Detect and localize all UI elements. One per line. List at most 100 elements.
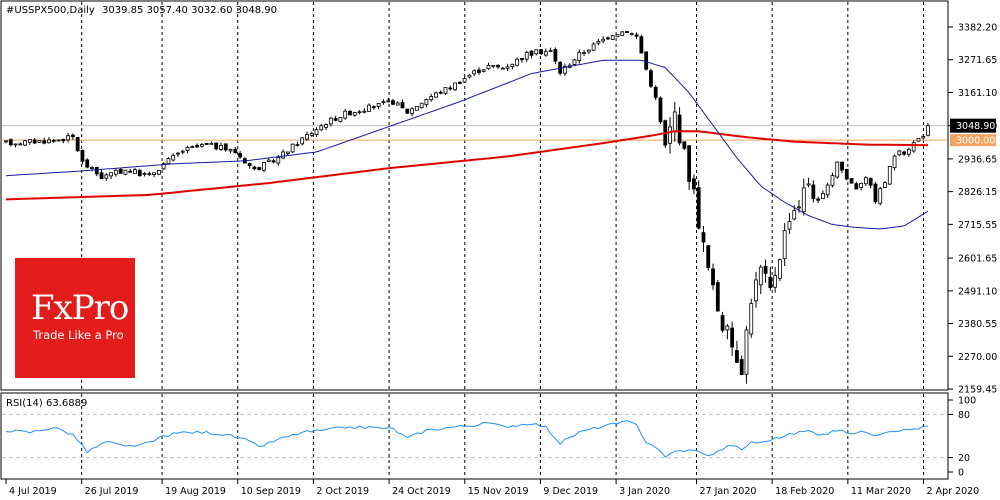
x-tick-label: 24 Oct 2019	[392, 486, 451, 497]
candle-body	[840, 161, 844, 171]
candle-body	[309, 132, 314, 136]
candle-body	[524, 52, 529, 60]
candle-body	[266, 159, 271, 162]
candle-body	[582, 52, 586, 54]
rsi-panel-frame	[0, 392, 949, 480]
candle-body	[352, 112, 357, 116]
candle-body	[715, 282, 720, 312]
last-price-label: 3048.90	[956, 121, 995, 132]
candle-body	[56, 139, 61, 142]
candle-body	[391, 100, 395, 105]
candle-body	[4, 140, 8, 143]
candle-body	[137, 169, 142, 177]
candle-body	[376, 103, 381, 107]
candle-body	[496, 64, 500, 68]
candle-body	[118, 168, 123, 174]
x-tick-label: 2 Apr 2020	[927, 486, 980, 497]
candle-body	[276, 157, 281, 164]
candle-body	[472, 70, 477, 75]
candle-body	[510, 63, 515, 67]
candle-body	[252, 166, 257, 170]
candle-body	[104, 174, 109, 179]
candle-body	[906, 149, 911, 155]
candle-body	[457, 81, 462, 84]
x-tick-label: 26 Jul 2019	[85, 486, 139, 497]
candle-body	[902, 151, 907, 155]
candle-body	[223, 143, 228, 151]
y-tick-label: 2491.10	[958, 286, 997, 297]
candle-body	[696, 187, 701, 229]
candle-body	[80, 149, 85, 162]
candle-body	[835, 161, 840, 178]
price-panel-frame	[0, 0, 949, 391]
candle-body	[778, 259, 782, 279]
candle-body	[500, 67, 505, 70]
candle-body	[921, 136, 926, 139]
candle-body	[166, 158, 171, 164]
candle-body	[381, 101, 386, 104]
candle-body	[362, 110, 367, 113]
price-tags: 3048.90 3000.00	[950, 118, 996, 147]
candle-body	[343, 110, 348, 119]
candle-body	[682, 141, 687, 149]
price-axis: 3382.20 3271.65 3161.10 3048.90 2936.65 2826.…	[948, 23, 997, 396]
ma-fast-line	[5, 59, 929, 230]
candle-body	[692, 178, 696, 190]
candle-body	[70, 134, 75, 138]
candle-body	[821, 193, 825, 200]
candle-body	[357, 111, 362, 114]
candle-body	[739, 359, 744, 375]
candle-body	[873, 183, 878, 203]
candle-body	[133, 169, 137, 174]
candle-body	[171, 154, 176, 161]
candle-body	[677, 114, 682, 144]
candle-body	[281, 151, 285, 159]
candle-body	[262, 162, 266, 171]
candle-body	[553, 49, 558, 62]
candle-body	[672, 111, 677, 133]
y-tick-label: 2270.00	[958, 352, 997, 363]
candle-body	[161, 163, 166, 170]
candle-body	[85, 159, 90, 168]
candle-body	[438, 91, 443, 94]
candle-body	[429, 96, 434, 101]
candle-body	[543, 51, 548, 56]
candle-body	[515, 58, 520, 66]
candle-body	[768, 276, 773, 288]
candle-body	[13, 143, 18, 146]
candle-body	[730, 327, 735, 348]
candle-body	[90, 167, 94, 169]
candle-body	[314, 129, 319, 136]
candle-body	[620, 31, 625, 36]
candle-body	[467, 74, 472, 78]
chart-ohlc: 3039.85 3057.40 3032.60 3048.90	[102, 5, 277, 16]
rsi-tick-label: 20	[958, 453, 970, 464]
candle-body	[453, 82, 457, 91]
candle-body	[596, 40, 601, 44]
candle-body	[830, 175, 835, 186]
y-tick-label: 2936.65	[958, 154, 997, 165]
candle-body	[204, 143, 209, 145]
y-tick-label: 2380.55	[958, 319, 997, 330]
candle-body	[758, 266, 763, 286]
candle-body	[563, 66, 567, 74]
rsi-tick-label: 0	[958, 468, 964, 479]
candle-body	[324, 124, 328, 128]
candle-body	[801, 187, 806, 213]
logo-tagline: Trade Like a Pro	[33, 328, 124, 342]
candle-body	[305, 134, 309, 140]
candle-body	[37, 140, 42, 143]
candle-body	[653, 86, 658, 98]
candle-body	[414, 106, 419, 111]
candle-body	[405, 108, 410, 114]
candle-body	[878, 188, 883, 204]
candle-body	[400, 102, 405, 109]
candle-body	[911, 142, 916, 152]
y-tick-label: 3161.10	[958, 88, 997, 99]
candle-body	[610, 35, 615, 40]
candle-body	[99, 172, 104, 180]
candle-body	[520, 57, 524, 61]
candle-body	[868, 178, 873, 186]
candle-body	[66, 135, 71, 141]
candle-body	[897, 150, 902, 156]
